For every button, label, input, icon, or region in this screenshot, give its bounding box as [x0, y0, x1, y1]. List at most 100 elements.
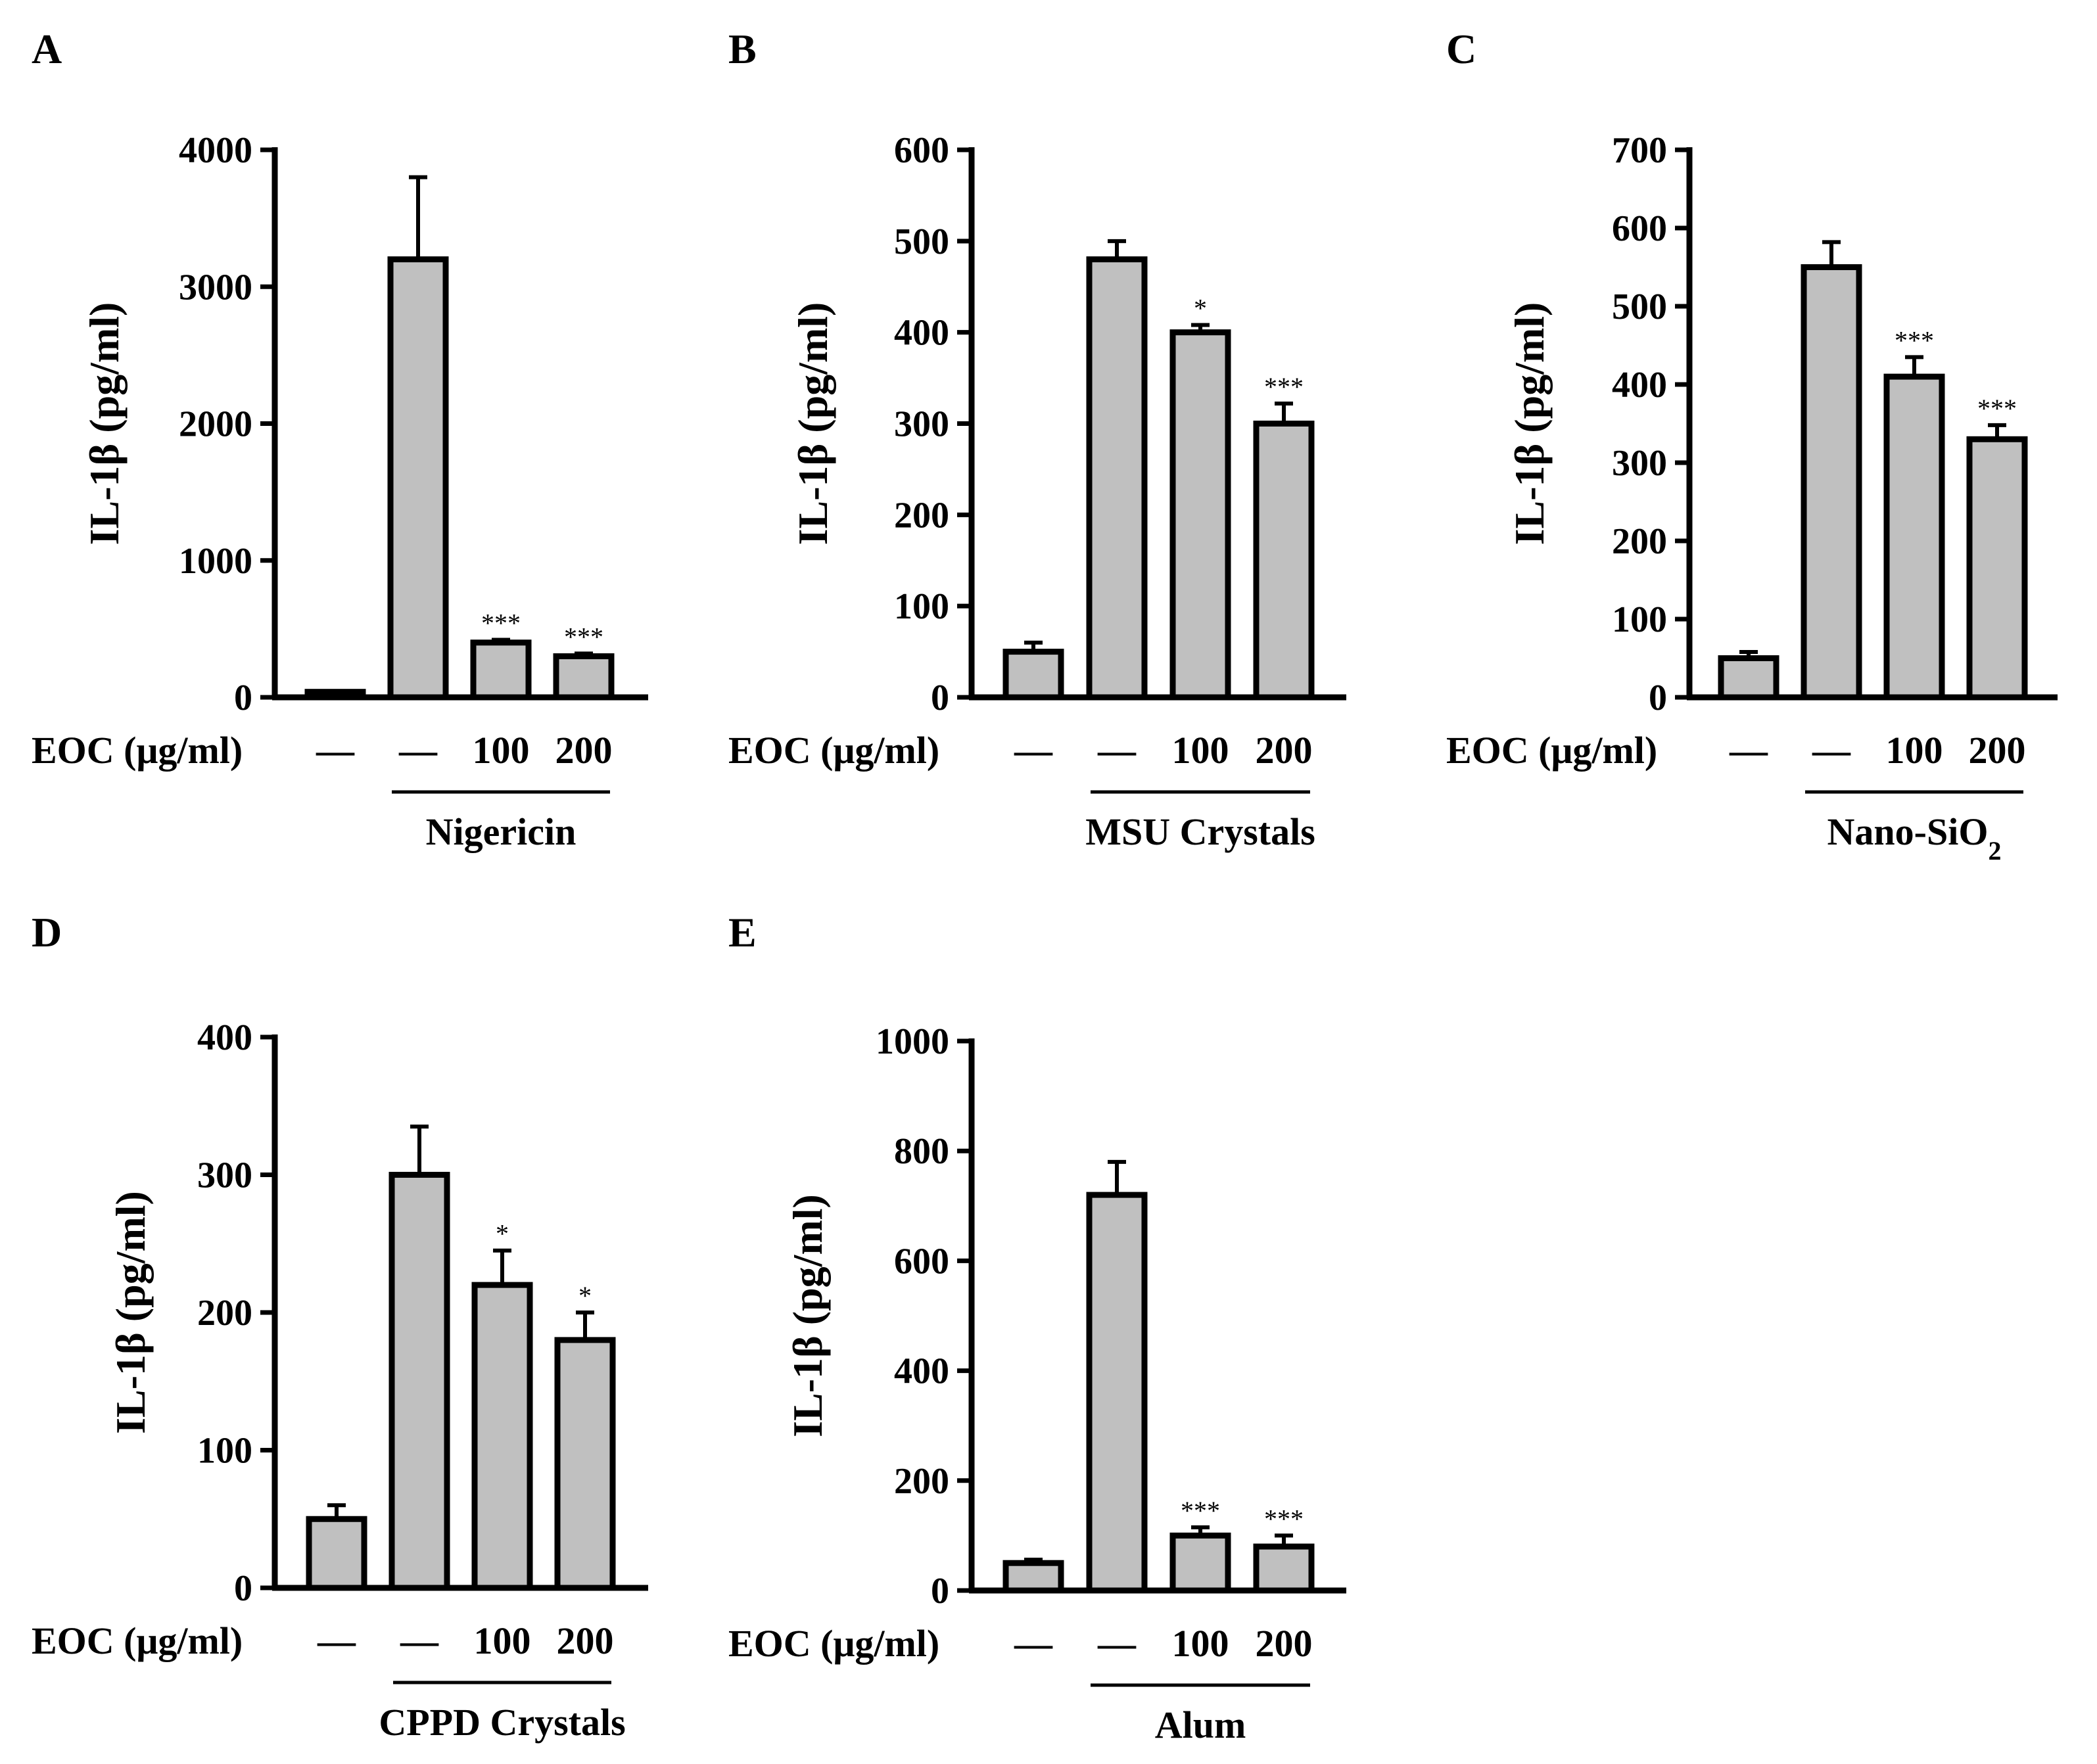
x-tick-label: — [1812, 729, 1851, 772]
y-tick-label: 700 [1612, 130, 1667, 171]
y-axis-label: IL-1β (pg/ml) [1506, 302, 1553, 545]
y-tick-label: 800 [894, 1131, 949, 1172]
y-tick-label: 0 [234, 1568, 252, 1609]
y-tick-label: 4000 [179, 130, 252, 171]
y-tick-label: 1000 [179, 541, 252, 582]
bar [304, 689, 366, 701]
x-tick-label: — [400, 1619, 439, 1662]
bar [387, 256, 449, 701]
significance-marker: *** [1264, 1504, 1304, 1533]
bar [1169, 1532, 1231, 1594]
bar [1002, 1560, 1064, 1594]
bar [1253, 421, 1315, 701]
y-tick-label: 100 [894, 586, 949, 627]
y-tick-label: 0 [1649, 678, 1667, 718]
panel-a: A IL-1β (pg/ml) 0 1000 2000 3000 4000 *** *** EOC… [32, 26, 648, 853]
bar [1253, 1543, 1315, 1594]
y-tick-label: 600 [894, 130, 949, 171]
panel-letter: A [32, 26, 62, 72]
y-tick-label: 400 [894, 1351, 949, 1392]
bar [1086, 256, 1148, 701]
x-tick-label: — [316, 729, 355, 772]
group-label: CPPD Crystals [379, 1701, 625, 1744]
x-tick-label: 100 [1886, 729, 1943, 772]
bar [1883, 373, 1945, 701]
x-tick-label: — [1097, 729, 1137, 772]
bar [1002, 649, 1064, 701]
x-tick-label: 200 [1969, 729, 2026, 772]
significance-marker: *** [1181, 1496, 1220, 1525]
bar [306, 1516, 367, 1591]
group-label: Alum [1155, 1704, 1246, 1746]
y-tick-label: 3000 [179, 267, 252, 308]
x-tick-label: 200 [557, 1619, 614, 1662]
x-tick-label: 200 [1256, 1622, 1313, 1665]
panel-e: E IL-1β (pg/ml) 0 200 400 600 800 1000 *** *** EOC… [728, 909, 1346, 1746]
panel-letter: E [728, 909, 757, 956]
x-tick-label: — [1729, 729, 1768, 772]
x-tick-label: — [1014, 729, 1053, 772]
significance-marker: *** [1264, 372, 1304, 402]
bar [553, 653, 615, 701]
panel-d: D IL-1β (pg/ml) 0 100 200 300 400 * * EOC (μg/ml)… [32, 909, 648, 1744]
x-caption: EOC (μg/ml) [728, 729, 939, 772]
bar [471, 1282, 533, 1591]
y-tick-label: 0 [931, 678, 949, 718]
y-tick-label: 1000 [876, 1021, 949, 1062]
x-tick-label: 200 [555, 729, 613, 772]
y-tick-label: 200 [894, 1461, 949, 1502]
y-tick-label: 600 [1612, 208, 1667, 249]
x-caption: EOC (μg/ml) [32, 1619, 243, 1662]
panel-letter: D [32, 909, 62, 956]
y-tick-label: 400 [894, 313, 949, 354]
panel-c: C IL-1β (pg/ml) 0 100 200 300 400 500 600 700 *** *… [1446, 26, 2058, 866]
x-caption: EOC (μg/ml) [32, 729, 243, 772]
significance-marker: *** [564, 622, 603, 651]
bar [1801, 264, 1862, 701]
x-tick-label: — [1014, 1622, 1053, 1665]
x-caption: EOC (μg/ml) [728, 1622, 939, 1665]
group-label: Nano-SiO2 [1827, 810, 2002, 866]
bar [389, 1172, 450, 1591]
significance-marker: *** [1895, 325, 1934, 355]
bar [1966, 436, 2028, 701]
panel-letter: C [1446, 26, 1476, 72]
significance-marker: *** [481, 609, 521, 638]
significance-marker: * [578, 1281, 592, 1311]
y-tick-label: 2000 [179, 404, 252, 445]
bar [554, 1337, 616, 1591]
y-tick-label: 200 [197, 1293, 252, 1334]
y-tick-label: 100 [197, 1431, 252, 1472]
bar [1718, 655, 1779, 701]
x-tick-label: — [1097, 1622, 1137, 1665]
bar [1169, 329, 1231, 701]
x-tick-label: 100 [1172, 1622, 1229, 1665]
group-label: MSU Crystals [1085, 810, 1315, 853]
x-caption: EOC (μg/ml) [1446, 729, 1657, 772]
y-axis-label: IL-1β (pg/ml) [81, 302, 128, 545]
y-tick-label: 300 [197, 1155, 252, 1196]
y-tick-label: 400 [197, 1017, 252, 1058]
y-tick-label: 100 [1612, 599, 1667, 640]
y-axis-label: IL-1β (pg/ml) [784, 1194, 831, 1437]
group-label: Nigericin [426, 810, 577, 853]
y-axis-label: IL-1β (pg/ml) [789, 302, 836, 545]
significance-marker: *** [1977, 394, 2017, 423]
x-tick-label: — [317, 1619, 356, 1662]
significance-marker: * [496, 1219, 509, 1249]
y-tick-label: 0 [234, 678, 252, 718]
significance-marker: * [1194, 294, 1207, 323]
y-tick-label: 600 [894, 1241, 949, 1282]
y-tick-label: 300 [894, 404, 949, 445]
y-tick-label: 200 [1612, 521, 1667, 562]
x-tick-label: 100 [473, 729, 530, 772]
bar [470, 639, 532, 701]
y-tick-label: 500 [894, 221, 949, 262]
y-tick-label: 0 [931, 1571, 949, 1612]
panel-b: BIL-1β (pg/ml)0100200300400500600****EOC… [728, 26, 1346, 853]
y-tick-label: 200 [894, 495, 949, 536]
panel-letter: B [728, 26, 757, 72]
x-tick-label: — [398, 729, 438, 772]
x-tick-label: 100 [474, 1619, 531, 1662]
